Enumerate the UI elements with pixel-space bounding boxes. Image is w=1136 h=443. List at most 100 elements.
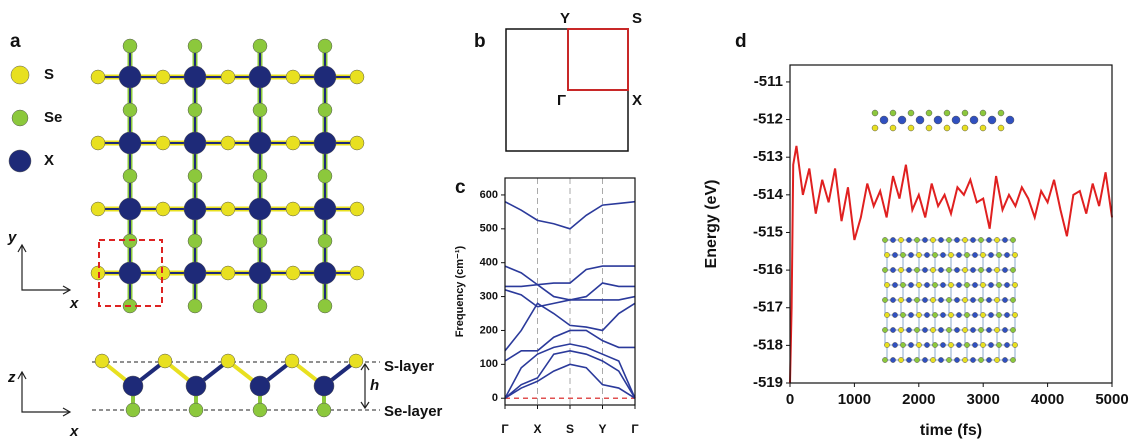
atom [1005, 115, 1015, 125]
atom [317, 298, 333, 314]
atom [916, 342, 922, 348]
atom [285, 69, 301, 85]
atom [930, 297, 936, 303]
y-tick-label: -514 [753, 186, 784, 203]
irreducible-zone [567, 28, 629, 91]
atom [187, 298, 203, 314]
atom [997, 109, 1005, 117]
atom [924, 312, 930, 318]
legend-label: S [44, 66, 54, 83]
atom [922, 357, 928, 363]
atom [948, 312, 954, 318]
atom [930, 357, 936, 363]
atom [969, 115, 979, 125]
axis-arrow [62, 407, 72, 417]
atom [980, 282, 986, 288]
atom [940, 282, 946, 288]
atom [8, 149, 32, 173]
atom [900, 252, 906, 258]
atom [890, 237, 896, 243]
atom [892, 312, 898, 318]
atom [980, 312, 986, 318]
atom [972, 282, 978, 288]
atom [962, 297, 968, 303]
atom [884, 342, 890, 348]
atom [922, 237, 928, 243]
atom [1012, 282, 1018, 288]
atom [961, 109, 969, 117]
atom [970, 357, 976, 363]
atom [118, 131, 142, 155]
atom [994, 267, 1000, 273]
atom [970, 267, 976, 273]
legend-label: Se [44, 109, 62, 126]
atom [187, 168, 203, 184]
atom [970, 327, 976, 333]
atom [964, 282, 970, 288]
atom [284, 353, 300, 369]
atom [1010, 327, 1016, 333]
y-tick-label: 500 [480, 223, 498, 235]
y-tick-label: 100 [480, 358, 498, 370]
atom [906, 237, 912, 243]
atom [1012, 342, 1018, 348]
atom [964, 252, 970, 258]
atom [948, 282, 954, 288]
atom [1010, 267, 1016, 273]
atom [924, 282, 930, 288]
atom [1004, 312, 1010, 318]
atom [988, 342, 994, 348]
layer-label: Se-layer [384, 403, 443, 420]
atom [986, 327, 992, 333]
atom [1002, 357, 1008, 363]
x-tick-label: 5000 [1095, 391, 1128, 408]
atom [1002, 267, 1008, 273]
atom [994, 327, 1000, 333]
atom [348, 353, 364, 369]
atom [943, 109, 951, 117]
atom [10, 65, 30, 85]
atom [157, 353, 173, 369]
y-tick-label: 400 [480, 257, 498, 269]
y-tick-label: -515 [753, 223, 783, 240]
series-line [504, 349, 636, 399]
atom [349, 69, 365, 85]
atom [118, 261, 142, 285]
atom [970, 237, 976, 243]
series-line [504, 289, 636, 308]
atom [956, 282, 962, 288]
atom [1010, 297, 1016, 303]
atom [933, 115, 943, 125]
atom [884, 282, 890, 288]
atom [954, 297, 960, 303]
atom [922, 267, 928, 273]
atom [943, 124, 951, 132]
atom [979, 109, 987, 117]
atom [118, 65, 142, 89]
atom [889, 109, 897, 117]
atom [1012, 252, 1018, 258]
atom [906, 297, 912, 303]
axis-arrow [17, 370, 27, 380]
axis-label: x [69, 295, 79, 312]
atom [316, 402, 332, 418]
atom [962, 327, 968, 333]
atom [349, 135, 365, 151]
panel-letter: b [474, 31, 486, 52]
atom [889, 124, 897, 132]
atom [956, 252, 962, 258]
atom [1002, 297, 1008, 303]
atom [882, 267, 888, 273]
x-tick-label: 0 [786, 391, 794, 408]
atom [252, 38, 268, 54]
atom [183, 261, 207, 285]
atom [892, 252, 898, 258]
atom [892, 282, 898, 288]
atom [988, 282, 994, 288]
y-tick-label: 600 [480, 189, 498, 201]
atom [1002, 237, 1008, 243]
atom [946, 237, 952, 243]
y-tick-label: 0 [492, 392, 498, 404]
atom [285, 201, 301, 217]
plot-frame [504, 177, 636, 406]
